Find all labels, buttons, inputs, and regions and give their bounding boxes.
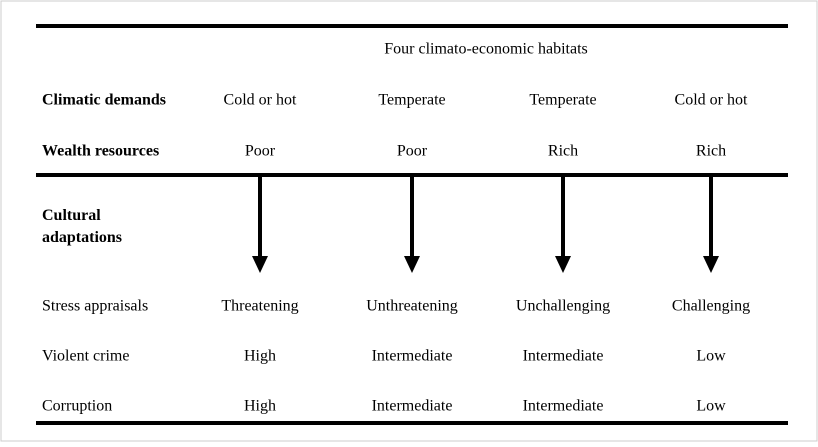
cell: Poor (245, 143, 276, 160)
row-label: Wealth resources (42, 143, 159, 160)
arrow-head (252, 256, 268, 273)
cell: Intermediate (523, 398, 604, 415)
rule-mid (36, 173, 788, 177)
cell: Threatening (221, 298, 298, 315)
cell: Rich (696, 143, 726, 160)
rule-bottom (36, 421, 788, 425)
cell: Intermediate (523, 348, 604, 365)
cell: High (244, 348, 276, 365)
cell: Poor (397, 143, 428, 160)
cell: Low (696, 398, 726, 415)
rule-top (36, 24, 788, 28)
cell: Unthreatening (366, 298, 458, 315)
adaptations-label: Cultural adaptations (42, 207, 122, 246)
title: Four climato-economic habitats (384, 41, 588, 58)
arrow-head (703, 256, 719, 273)
cell: Cold or hot (224, 92, 297, 109)
row-label: Violent crime (42, 348, 129, 365)
cell: Cold or hot (675, 92, 748, 109)
row-label: Climatic demands (42, 92, 166, 109)
cell: Rich (548, 143, 578, 160)
cell: Low (696, 348, 726, 365)
cell: Temperate (529, 92, 596, 109)
row-label: Stress appraisals (42, 298, 148, 315)
cell: Intermediate (372, 398, 453, 415)
cell: Unchallenging (516, 298, 610, 315)
cell: Intermediate (372, 348, 453, 365)
arrow-head (404, 256, 420, 273)
cell: Challenging (672, 298, 750, 315)
arrow-head (555, 256, 571, 273)
cell: High (244, 398, 276, 415)
cell: Temperate (378, 92, 445, 109)
row-label: Corruption (42, 398, 112, 415)
